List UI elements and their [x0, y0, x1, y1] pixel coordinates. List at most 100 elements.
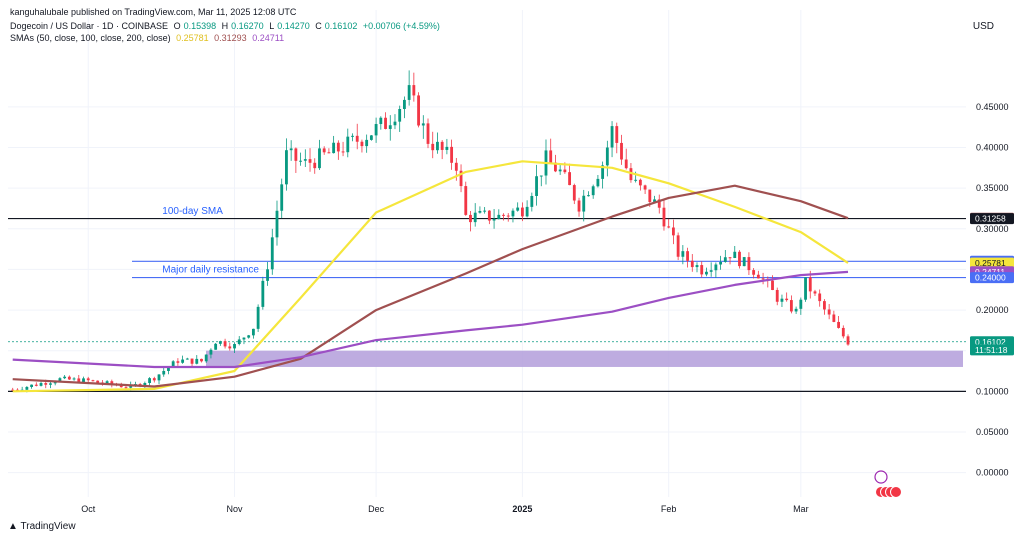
candle-body	[176, 361, 180, 363]
candle-body	[63, 376, 67, 379]
candle-body	[86, 378, 90, 381]
candle-body	[152, 378, 156, 381]
candle-body	[96, 380, 100, 383]
candle-body	[846, 336, 850, 345]
sma-line: SMAs (50, close, 100, close, 200, close)…	[10, 33, 287, 43]
sma100-value: 0.31293	[214, 33, 247, 43]
candle-body	[322, 148, 326, 153]
candle-body	[497, 214, 501, 219]
candle-body	[336, 142, 340, 152]
candle-body	[591, 186, 595, 196]
candle-body	[58, 378, 62, 382]
candle-body	[67, 376, 71, 380]
y-tick-label: 0.20000	[976, 305, 1009, 315]
price-label: 11:51:18	[975, 345, 1008, 355]
candle-body	[289, 148, 293, 151]
candle-body	[681, 251, 685, 257]
candle-body	[700, 265, 704, 275]
close-label: C	[315, 21, 322, 31]
price-label-bg	[970, 344, 1014, 356]
tradingview-logo[interactable]: ▲ TradingView	[8, 521, 76, 532]
candle-body	[506, 215, 510, 217]
economic-event-flag-icon	[890, 486, 902, 498]
candle-body	[794, 308, 798, 312]
candle-body	[426, 123, 430, 144]
sma-100-line	[12, 184, 849, 388]
candle-body	[82, 378, 85, 383]
candle-body	[771, 280, 774, 290]
candle-body	[615, 126, 619, 143]
price-label: 0.16102	[975, 337, 1006, 347]
candle-body	[747, 257, 751, 271]
candle-body	[25, 387, 29, 390]
candle-body	[818, 293, 822, 302]
candle-body	[119, 385, 123, 388]
candle-body	[77, 378, 81, 383]
candle-body	[804, 277, 807, 300]
x-tick-label: Dec	[368, 504, 385, 514]
x-tick-label: Oct	[81, 504, 96, 514]
candle-body	[473, 212, 477, 223]
moving-averages	[12, 160, 849, 393]
symbol-name: Dogecoin / US Dollar · 1D · COINBASE	[10, 21, 169, 31]
candle-body	[384, 117, 387, 129]
candle-body	[195, 358, 199, 364]
candle-body	[242, 337, 246, 340]
candle-body	[723, 257, 727, 262]
candle-body	[813, 291, 817, 294]
candle-body	[705, 271, 708, 275]
candle-body	[171, 361, 175, 368]
candle-body	[266, 269, 269, 281]
candle-body	[483, 210, 487, 212]
candle-body	[39, 383, 43, 386]
candle-body	[775, 289, 779, 302]
candle-body	[676, 235, 680, 257]
tv-logo-icon: ▲	[8, 521, 18, 532]
candle-body	[200, 358, 203, 362]
annotation-100-day-sma: 100-day SMA	[162, 206, 223, 217]
candle-body	[157, 374, 161, 381]
candle-body	[738, 251, 741, 267]
event-markers[interactable]	[874, 470, 902, 498]
candle-body	[582, 195, 586, 212]
candle-body	[332, 142, 336, 154]
candle-body	[568, 172, 572, 186]
candle-body	[327, 152, 331, 154]
candle-body	[610, 126, 614, 148]
support-zone-rect	[206, 350, 963, 367]
candle-body	[185, 358, 189, 360]
y-tick-label: 0.05000	[976, 427, 1009, 437]
candle-body	[351, 135, 354, 137]
candle-body	[256, 306, 260, 329]
candle-body	[355, 135, 359, 142]
candle-body	[454, 162, 458, 171]
price-axis[interactable]: 0.450000.400000.350000.300000.250000.200…	[970, 102, 1014, 478]
candle-body	[535, 176, 538, 196]
candle-body	[624, 159, 628, 169]
price-label: 0.24711	[975, 267, 1005, 277]
candle-body	[412, 85, 416, 96]
annotations: 100-day SMA Major daily resistance	[162, 206, 259, 276]
candle-body	[223, 341, 227, 347]
price-label-bg	[970, 257, 1014, 269]
candle-body	[577, 200, 581, 212]
candle-body	[204, 354, 208, 362]
sma-label: SMAs (50, close, 100, close, 200, close)	[10, 33, 171, 43]
candle-body	[690, 260, 694, 268]
symbol-line: Dogecoin / US Dollar · 1D · COINBASE O 0.…	[10, 21, 443, 31]
candle-body	[450, 146, 454, 163]
y-tick-label: 0.30000	[976, 224, 1009, 234]
change-value: +0.00706 (+4.59%)	[362, 21, 440, 31]
candle-body	[761, 278, 765, 280]
candle-body	[558, 169, 562, 172]
candle-body	[374, 124, 378, 136]
candle-body	[714, 264, 718, 271]
candle-body	[554, 162, 557, 172]
candle-body	[285, 150, 288, 185]
candle-body	[634, 179, 638, 181]
time-axis[interactable]: Oct Nov Dec 2025 Feb Mar	[81, 504, 808, 514]
candle-body	[648, 189, 652, 203]
candle-body	[671, 227, 675, 236]
candle-body	[417, 95, 420, 126]
